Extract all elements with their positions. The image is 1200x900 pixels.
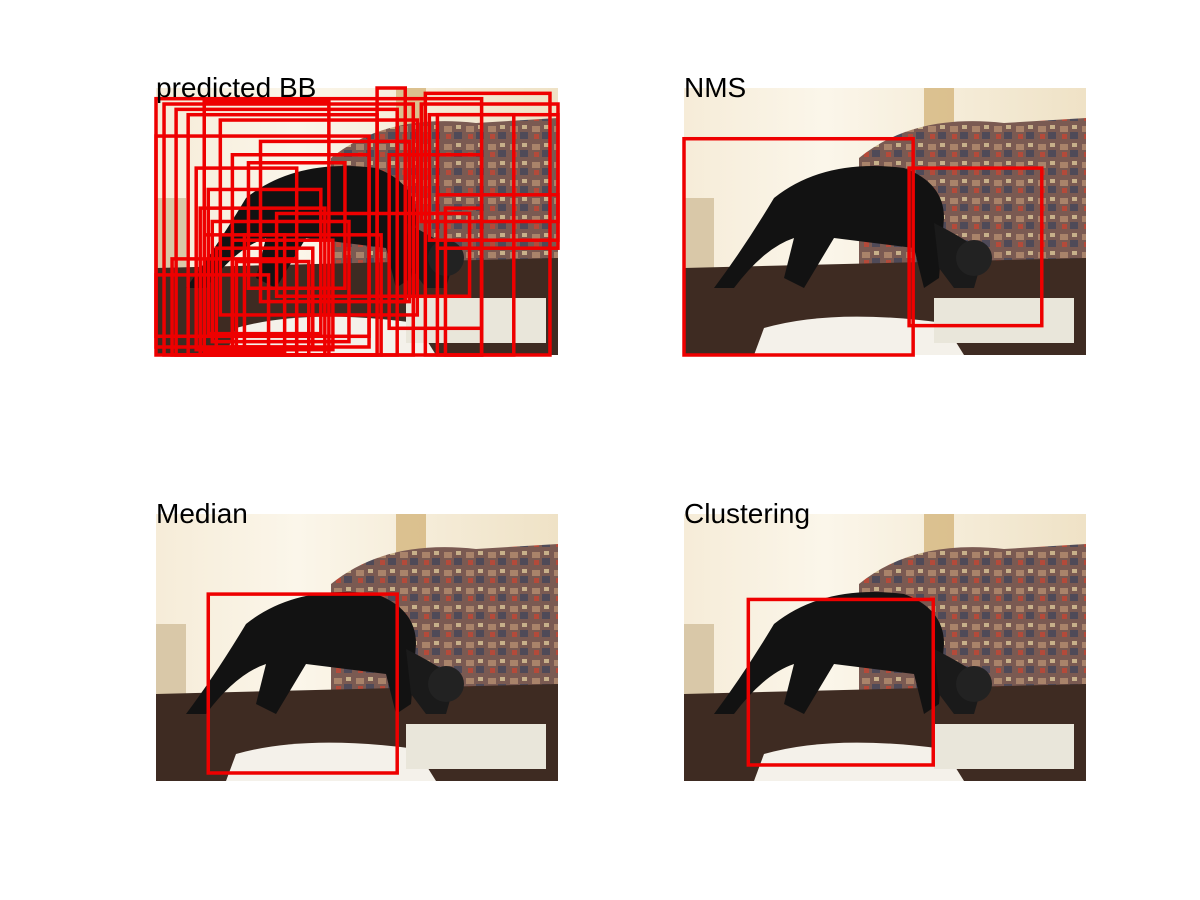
cat-photo — [684, 514, 1086, 781]
bounding-box — [274, 211, 472, 299]
bounding-box — [375, 86, 407, 304]
panel-median: Median — [156, 500, 558, 781]
panel-title: Median — [156, 498, 248, 529]
box-layer — [206, 592, 399, 775]
panel-predicted-bb: predicted BB — [154, 74, 560, 357]
bounding-box — [746, 597, 935, 767]
bounding-box — [218, 118, 420, 317]
panel-title: predicted BB — [156, 72, 317, 103]
bounding-box — [443, 206, 484, 357]
panel-title: Clustering — [684, 498, 811, 529]
cat-photo — [156, 514, 558, 781]
panel-clustering: Clustering — [684, 500, 1086, 781]
bounding-box — [154, 134, 371, 339]
bounding-box — [907, 166, 1044, 328]
box-layer — [682, 136, 1044, 357]
bounding-box — [206, 592, 399, 775]
bounding-box — [170, 257, 299, 357]
bounding-box — [682, 136, 915, 357]
panel-title: NMS — [684, 72, 747, 103]
box-layer — [746, 597, 935, 767]
bounding-box — [210, 219, 351, 344]
bounding-box — [206, 187, 323, 336]
box-layer — [154, 86, 560, 357]
bounding-box — [435, 112, 516, 357]
bounding-box — [435, 193, 560, 250]
bounding-box — [258, 139, 412, 304]
bounding-box — [427, 112, 560, 242]
panel-nms: NMS — [682, 74, 1086, 357]
bounding-box — [419, 102, 560, 224]
cat-photo — [684, 88, 1086, 355]
